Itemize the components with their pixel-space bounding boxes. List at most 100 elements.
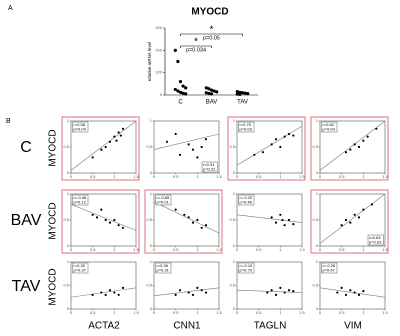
annotation: p=0.03 (369, 239, 382, 244)
point (191, 293, 195, 296)
point (283, 224, 286, 227)
annotation-box (72, 262, 89, 274)
trend-line (70, 120, 137, 171)
point (100, 208, 103, 211)
point (117, 224, 120, 227)
y-tick-label: 0.5 (146, 283, 152, 288)
y-tick-label: 1 (67, 259, 70, 264)
y-tick-label: 1 (233, 259, 236, 264)
y-tick-label: 1 (316, 191, 319, 196)
x-tick-label: 0.5 (339, 247, 345, 252)
point (178, 153, 182, 156)
dot (238, 92, 242, 96)
x-tick-label: 1 (113, 247, 116, 252)
point (281, 218, 284, 222)
x-tick-label: BAV (206, 100, 218, 106)
point (191, 221, 195, 224)
point (292, 290, 295, 293)
point (174, 132, 177, 136)
annotation-box (72, 121, 89, 133)
dot (240, 91, 245, 95)
y-axis-label: MYOCD (48, 268, 59, 305)
x-tick-label: 0.5 (90, 247, 96, 252)
point (279, 145, 282, 149)
annotation: r=0.36 (157, 263, 169, 268)
y-tick-label: 0.5 (146, 144, 152, 149)
point (287, 218, 291, 222)
x-tick-label: 1 (196, 247, 199, 252)
point (174, 293, 177, 296)
point (196, 156, 199, 159)
annotation-box (201, 161, 218, 173)
trend-line (70, 204, 137, 231)
point (100, 148, 103, 151)
annotation: r=-0.20 (240, 195, 254, 200)
annotation: r=-0.26 (323, 263, 337, 268)
point (200, 145, 203, 149)
trend-line (236, 214, 303, 223)
point (121, 286, 125, 289)
point (117, 131, 120, 134)
panel-label: A (8, 5, 13, 12)
bracket (180, 33, 243, 36)
point (174, 208, 177, 211)
x-tick-label: 0.5 (90, 310, 96, 315)
annotation: p=0.79 (240, 267, 253, 272)
dot (209, 92, 214, 96)
dot (184, 92, 188, 96)
annotation-box (238, 121, 255, 133)
point (91, 293, 94, 296)
point (353, 291, 356, 294)
annotation: r=0.31 (203, 162, 215, 167)
trend-line (153, 287, 220, 297)
y-tick-label: 1 (233, 191, 236, 196)
x-tick-label: 0.5 (173, 174, 179, 179)
dot (204, 91, 208, 95)
point (362, 208, 365, 211)
trend-line (319, 120, 386, 171)
y-tick-label: 200 (155, 47, 162, 52)
point (340, 224, 343, 227)
x-tick-label: 0.5 (90, 174, 96, 179)
point (108, 140, 112, 143)
point (204, 138, 208, 141)
point (165, 140, 169, 143)
annotation-box (155, 262, 172, 274)
annotation: p=0.37 (74, 267, 87, 272)
x-tick-label: 1.5 (216, 310, 222, 315)
point (119, 134, 122, 137)
x-tick-label: 1.5 (133, 310, 139, 315)
trend-line (236, 125, 303, 166)
significance-star: * (210, 25, 214, 36)
trend-line (236, 289, 303, 293)
point (274, 221, 278, 224)
significance-star: * (194, 37, 198, 48)
point (287, 289, 291, 292)
row-label: BAV (11, 212, 42, 229)
point (196, 218, 199, 222)
x-tick-label: 0.5 (256, 310, 262, 315)
dot (176, 89, 180, 93)
x-tick-label: 1 (113, 310, 116, 315)
y-tick-label: 0.5 (229, 283, 235, 288)
y-tick-label: 0 (160, 92, 163, 97)
highlight-frame (61, 189, 140, 254)
point (283, 291, 286, 294)
point (121, 127, 125, 130)
annotation-box (155, 194, 172, 206)
column-label: TAGLN (254, 321, 287, 332)
x-tick-label: 1.5 (216, 174, 222, 179)
x-tick-label: 1.5 (216, 247, 222, 252)
x-tick-label: 0.5 (173, 247, 179, 252)
y-tick-label: 0 (150, 243, 153, 248)
point (344, 293, 348, 296)
point (274, 138, 278, 141)
point (266, 291, 269, 294)
y-tick-label: 0 (67, 243, 70, 248)
y-axis-label: MYOCD (48, 202, 59, 239)
annotation: r=-0.46 (74, 195, 88, 200)
x-tick-label: 0.5 (256, 174, 262, 179)
y-axis-label: MYOCD (48, 129, 59, 166)
point (283, 135, 286, 138)
